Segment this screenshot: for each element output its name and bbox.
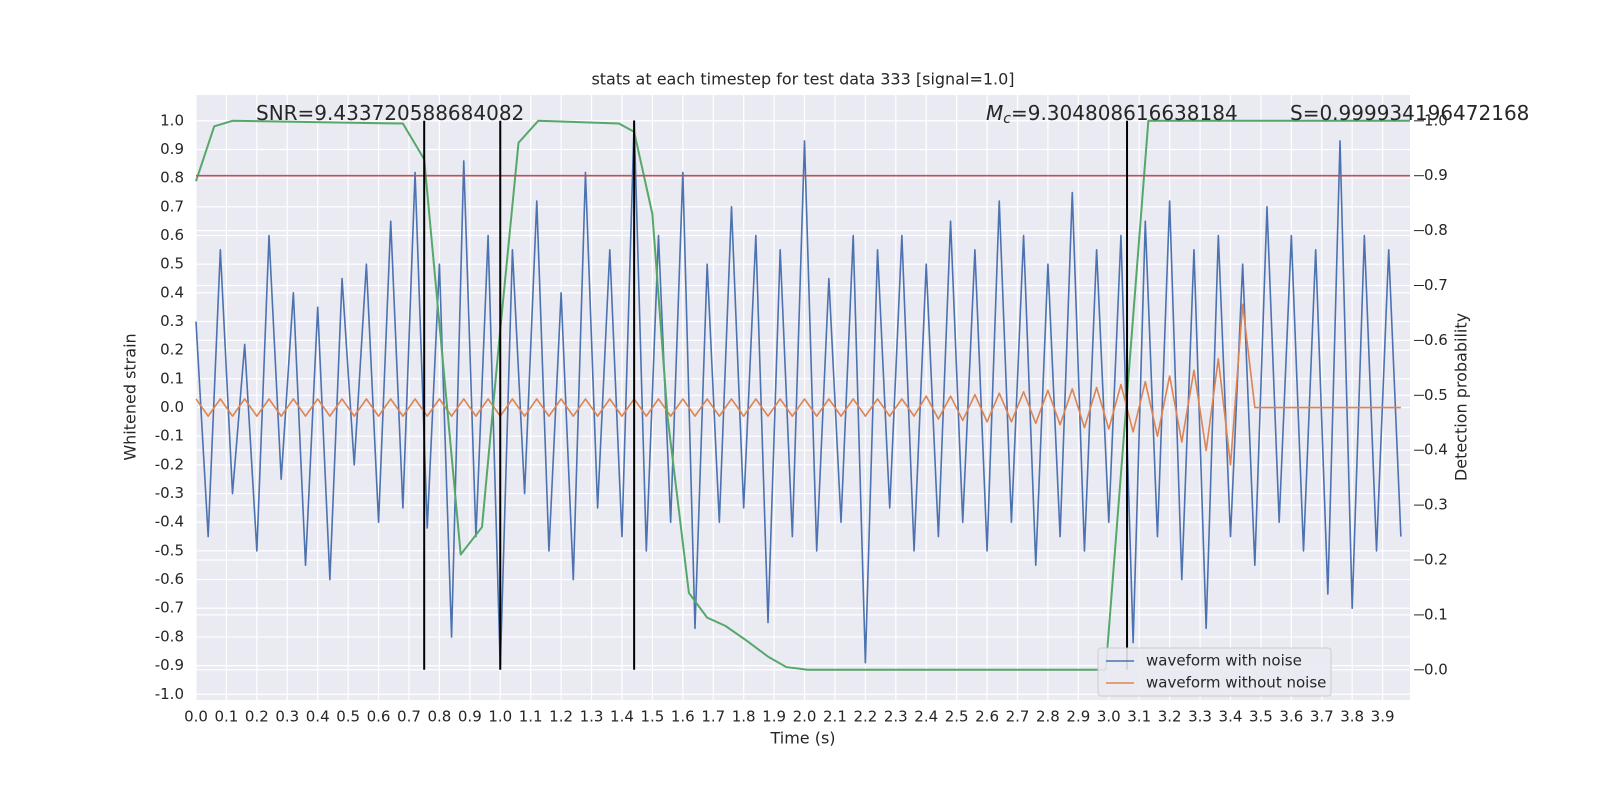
x-tick-label: 3.0 (1097, 708, 1121, 726)
y-tick-label: -0.3 (155, 484, 184, 502)
y-tick-label: -0.1 (155, 427, 184, 445)
x-tick-label: 0.0 (184, 708, 208, 726)
x-tick-label: 1.4 (610, 708, 634, 726)
annotation: Mc=9.304808616638184 (986, 101, 1238, 128)
x-tick-label: 1.1 (519, 708, 543, 726)
y2-tick-label: 0.2 (1424, 551, 1448, 569)
x-tick-label: 3.9 (1371, 708, 1395, 726)
series-line (195, 303, 1401, 466)
y-tick-label: 0.5 (160, 255, 184, 273)
x-tick-label: 2.7 (1006, 708, 1030, 726)
y-tick-label: 1.0 (160, 111, 184, 129)
y-tick-label: 0.0 (160, 398, 184, 416)
y-tick-label: 0.6 (160, 226, 184, 244)
x-axis-label: Time (s) (769, 729, 835, 748)
x-tick-label: 0.9 (458, 708, 482, 726)
x-tick-label: 2.1 (823, 708, 847, 726)
chart-title: stats at each timestep for test data 333… (591, 70, 1014, 89)
x-tick-label: 3.6 (1279, 708, 1303, 726)
x-tick-label: 0.7 (397, 708, 421, 726)
x-tick-label: 1.3 (580, 708, 604, 726)
annotation-text: S=0.999934196472168 (1290, 101, 1529, 125)
y2-tick-label: 0.5 (1424, 386, 1448, 404)
y-tick-label: 0.4 (160, 283, 184, 301)
x-tick-label: 2.5 (945, 708, 969, 726)
x-tick-label: 3.7 (1310, 708, 1334, 726)
y2-tick-label: 0.0 (1424, 660, 1448, 678)
y-tick-label: -0.7 (155, 599, 184, 617)
x-tick-label: 0.5 (336, 708, 360, 726)
legend-label: waveform without noise (1146, 674, 1326, 692)
x-tick-label: 3.4 (1219, 708, 1243, 726)
x-tick-label: 3.1 (1127, 708, 1151, 726)
x-tick-label: 1.0 (488, 708, 512, 726)
y-axis-label: Whitened strain (121, 333, 140, 460)
y2-tick-label: 0.7 (1424, 276, 1448, 294)
y2-tick-label: 1.0 (1424, 111, 1448, 129)
x-tick-label: 0.2 (245, 708, 269, 726)
x-tick-label: 2.4 (914, 708, 938, 726)
x-tick-label: 3.8 (1340, 708, 1364, 726)
annotation-symbol: M (986, 101, 1003, 125)
y-tick-label: 0.3 (160, 312, 184, 330)
x-tick-label: 2.6 (975, 708, 999, 726)
series-line (195, 120, 1402, 670)
legend-label: waveform with noise (1146, 652, 1302, 670)
y-tick-label: -0.6 (155, 570, 184, 588)
x-tick-label: 0.3 (275, 708, 299, 726)
y-tick-label: 0.8 (160, 169, 184, 187)
annotation-subscript: c (1003, 111, 1011, 127)
y2-tick-label: 0.1 (1424, 605, 1448, 623)
y2-tick-label: 0.9 (1424, 166, 1448, 184)
y-tick-label: 0.2 (160, 341, 184, 359)
y-tick-label: -0.5 (155, 541, 184, 559)
y2-tick-label: 0.4 (1424, 441, 1448, 459)
x-tick-label: 1.5 (640, 708, 664, 726)
x-tick-label: 1.2 (549, 708, 573, 726)
y2-axis-label: Detection probability (1452, 313, 1471, 481)
y2-tick-label: 0.6 (1424, 331, 1448, 349)
y-tick-label: -1.0 (155, 685, 184, 703)
x-tick-label: 0.1 (214, 708, 238, 726)
x-tick-label: 2.3 (884, 708, 908, 726)
x-tick-label: 1.6 (671, 708, 695, 726)
x-tick-label: 3.2 (1158, 708, 1182, 726)
x-tick-label: 2.0 (793, 708, 817, 726)
x-tick-label: 2.8 (1036, 708, 1060, 726)
x-tick-label: 0.8 (427, 708, 451, 726)
x-tick-label: 1.7 (701, 708, 725, 726)
x-tick-label: 2.9 (1066, 708, 1090, 726)
x-tick-label: 0.6 (367, 708, 391, 726)
x-tick-label: 2.2 (853, 708, 877, 726)
legend-box (1097, 647, 1332, 697)
annotation-text: =9.304808616638184 (1011, 101, 1238, 125)
annotation-text: SNR=9.433720588684082 (256, 101, 524, 125)
y-tick-label: 0.7 (160, 197, 184, 215)
y-tick-label: -0.4 (155, 513, 184, 531)
x-tick-label: 3.5 (1249, 708, 1273, 726)
x-tick-label: 0.4 (306, 708, 330, 726)
x-tick-label: 1.8 (732, 708, 756, 726)
y-tick-label: 0.1 (160, 369, 184, 387)
annotation: SNR=9.433720588684082 (256, 101, 524, 125)
y2-tick-label: 0.8 (1424, 221, 1448, 239)
x-tick-label: 3.3 (1188, 708, 1212, 726)
x-tick-label: 1.9 (762, 708, 786, 726)
y2-tick-label: 0.3 (1424, 496, 1448, 514)
y-tick-label: -0.8 (155, 627, 184, 645)
y-tick-label: -0.2 (155, 455, 184, 473)
annotation: S=0.999934196472168 (1290, 101, 1529, 125)
y-tick-label: 0.9 (160, 140, 184, 158)
y-tick-label: -0.9 (155, 656, 184, 674)
